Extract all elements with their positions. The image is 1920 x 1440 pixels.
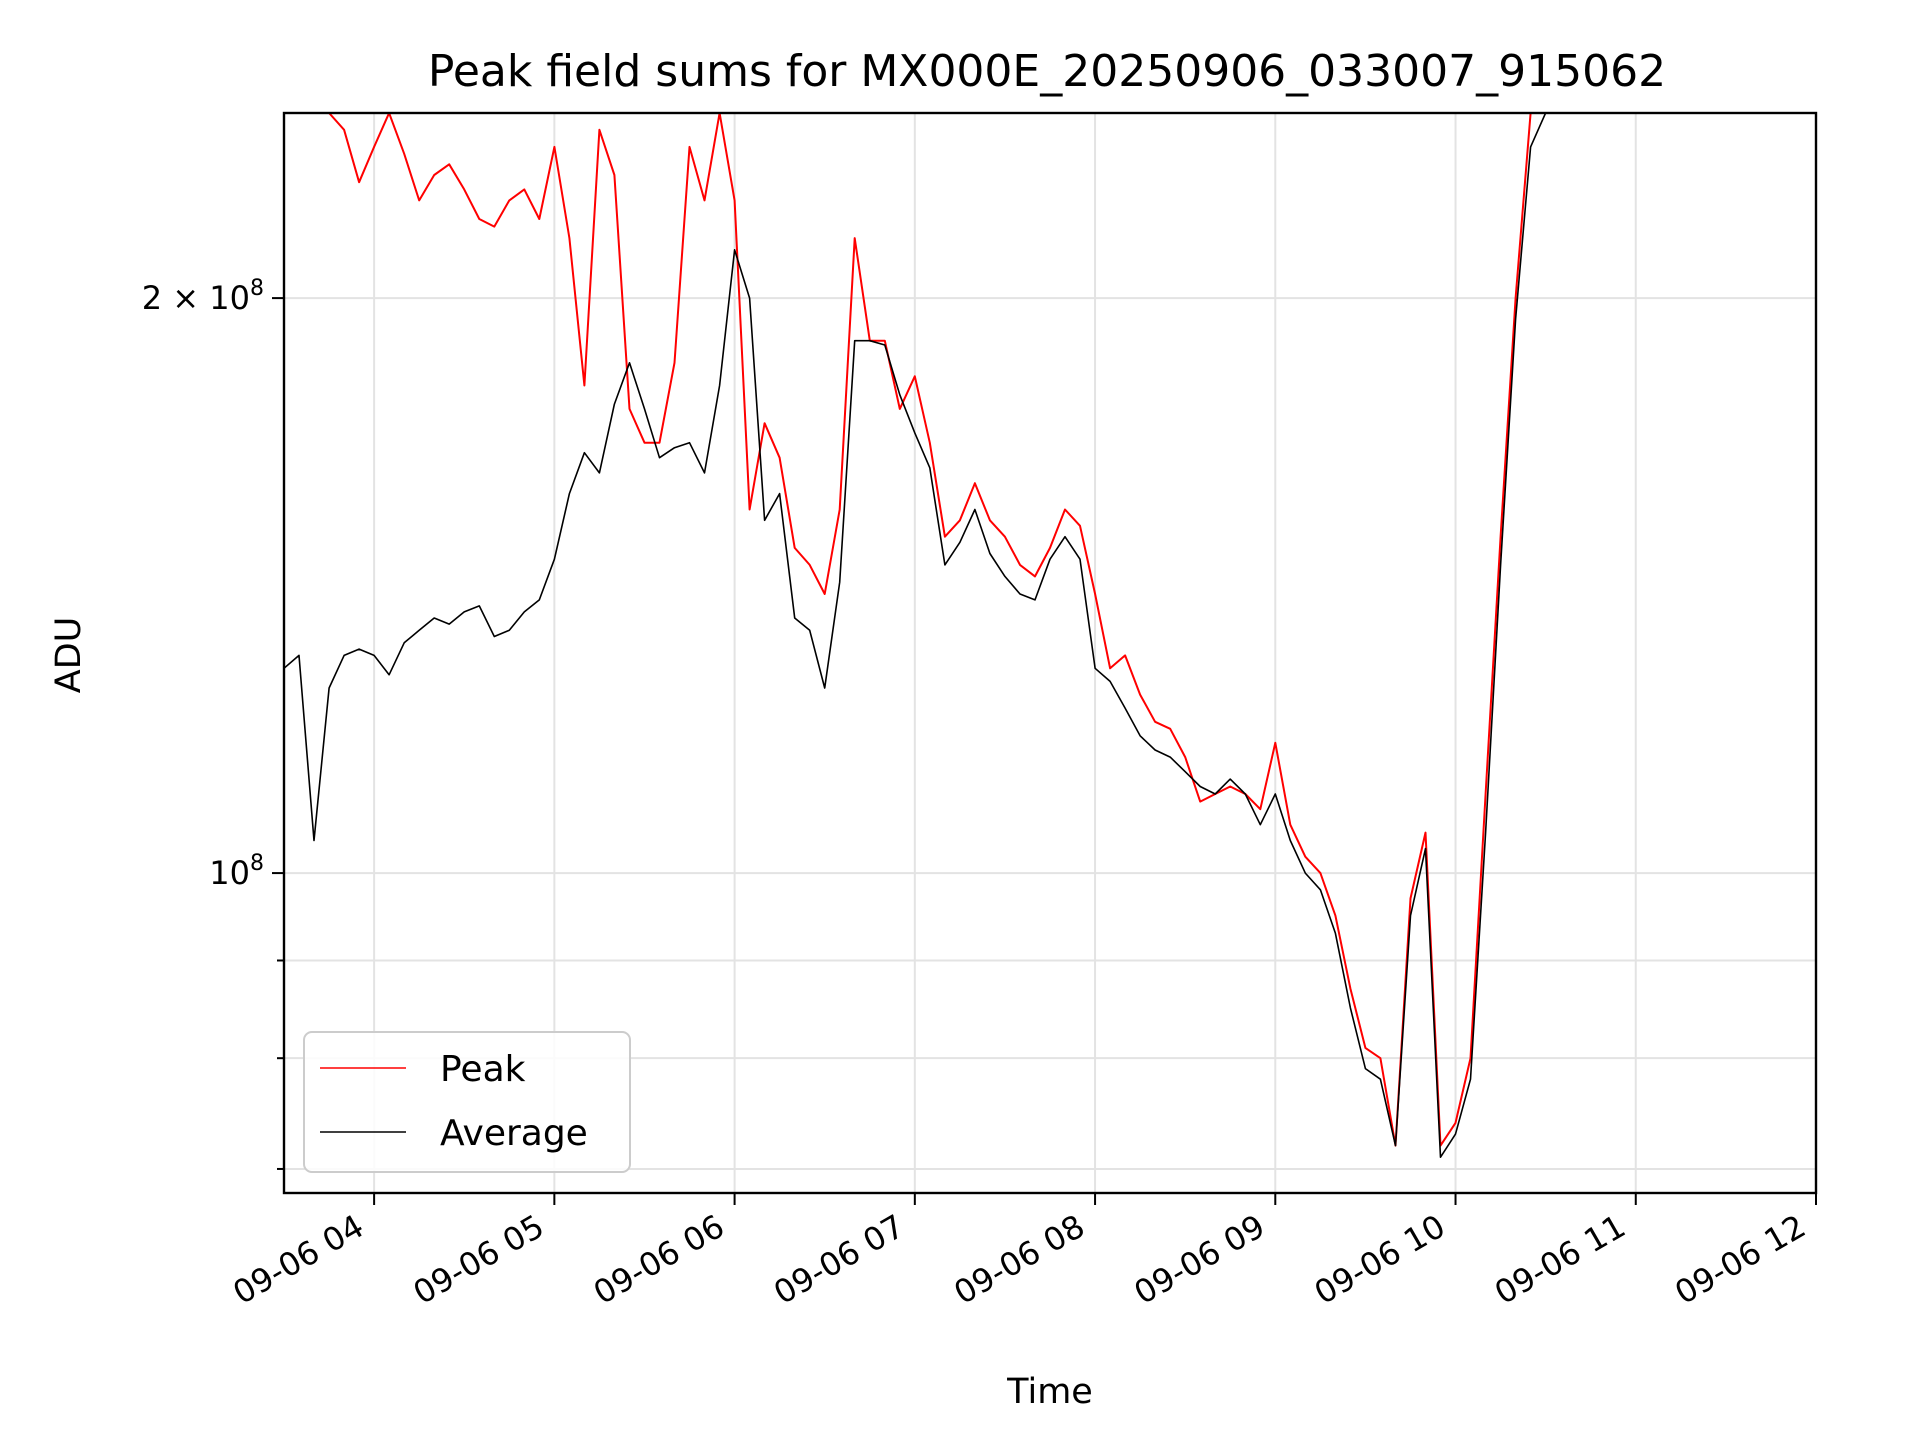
y-axis-label: ADU [49,617,89,694]
legend: Peak Average [303,1031,631,1173]
legend-label-peak: Peak [440,1049,526,1090]
chart-title: Peak field sums for MX000E_20250906_0330… [428,46,1666,97]
x-axis-label: Time [1006,1372,1093,1412]
y-tick-label: 108 [209,851,264,892]
y-tick-label: 2 × 108 [142,276,264,317]
legend-box [303,1031,631,1173]
series-line-average [284,113,1786,1158]
y-axis: 108 2 × 108 [142,276,284,1170]
plot-frame [282,111,1818,1195]
legend-label-average: Average [440,1113,588,1154]
series-line-peak [284,113,1786,1147]
series-layer [284,113,1786,1158]
